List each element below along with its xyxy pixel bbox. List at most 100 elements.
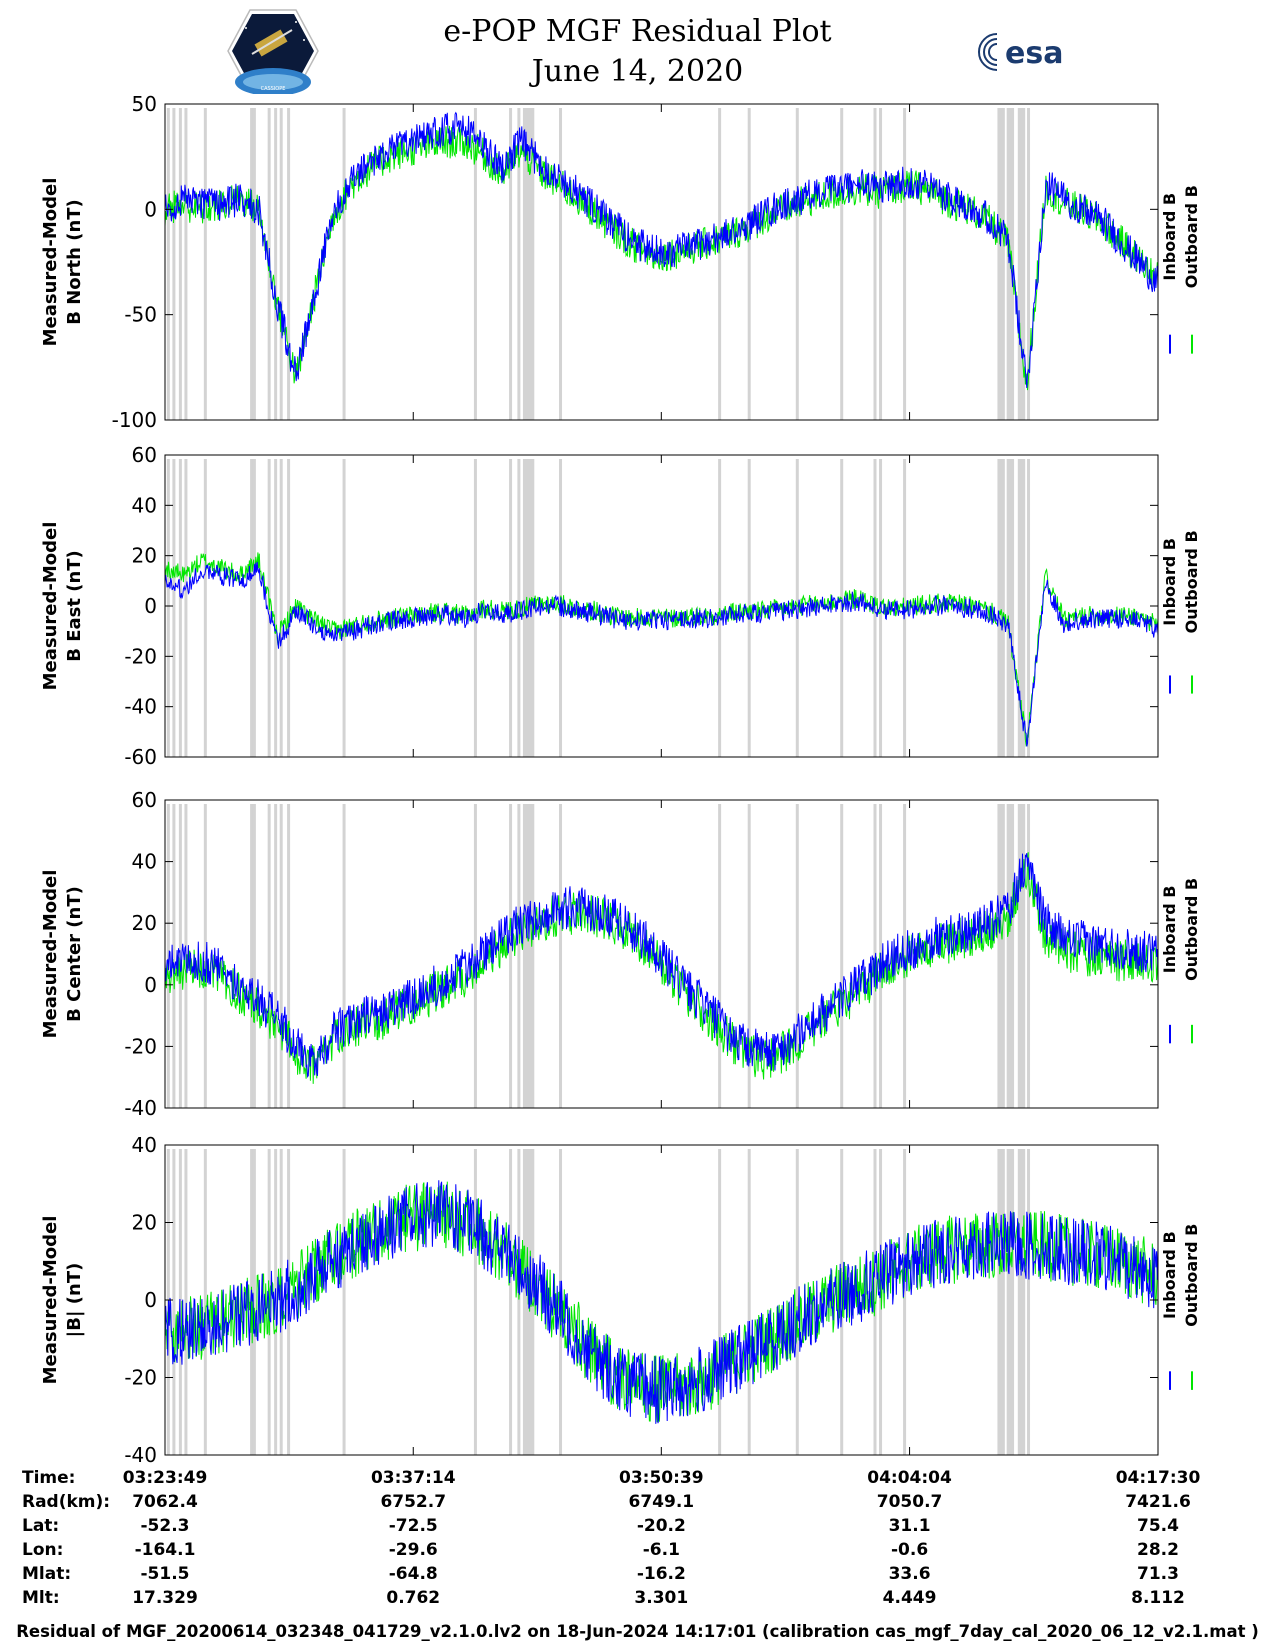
y-tick-label: -40 — [124, 1096, 157, 1120]
gap-band — [203, 459, 207, 757]
ephemeris-value: 33.6 — [888, 1564, 931, 1584]
ephemeris-value: 7421.6 — [1125, 1492, 1191, 1512]
ephemeris-row-label: Rad(km): — [22, 1492, 111, 1512]
gap-band — [274, 459, 278, 757]
ephemeris-value: 6749.1 — [628, 1492, 695, 1512]
y-axis-label: Measured-Model — [40, 522, 61, 691]
gap-band — [795, 804, 799, 1108]
gap-band — [203, 1149, 207, 1455]
ephemeris-value: 0.762 — [386, 1588, 441, 1608]
gap-band — [559, 108, 563, 420]
gap-band — [473, 459, 477, 757]
y-tick-label: 0 — [144, 1288, 157, 1312]
gap-band — [903, 108, 907, 420]
gap-band — [342, 804, 346, 1108]
gap-band — [559, 804, 563, 1108]
gap-band — [166, 459, 170, 757]
gap-band — [795, 108, 799, 420]
gap-band — [203, 108, 207, 420]
gap-band — [795, 459, 799, 757]
gap-band — [184, 459, 188, 757]
ephemeris-value: 6752.7 — [380, 1492, 447, 1512]
gap-band — [473, 1149, 477, 1455]
ephemeris-value: -64.8 — [388, 1564, 438, 1584]
ephemeris-value: -51.5 — [140, 1564, 190, 1584]
gap-band — [166, 804, 170, 1108]
y-tick-label: 40 — [132, 493, 157, 517]
gap-band — [1006, 1149, 1015, 1455]
ephemeris-row-label: Time: — [22, 1468, 76, 1488]
gap-band — [509, 804, 513, 1108]
gap-band — [531, 804, 535, 1108]
gap-band — [840, 108, 844, 420]
legend-label: Outboard B — [1182, 878, 1201, 981]
y-tick-label: 20 — [132, 911, 157, 935]
gap-band — [522, 804, 535, 1108]
gap-band — [252, 804, 256, 1108]
gap-band — [252, 1149, 256, 1455]
y-axis-label: B East (nT) — [64, 550, 85, 662]
series-line-inboard-b — [164, 111, 1159, 389]
y-axis-label: Measured-Model — [40, 870, 61, 1039]
y-axis-label: Measured-Model — [40, 178, 61, 347]
gap-band — [473, 108, 477, 420]
y-tick-label: 60 — [132, 443, 157, 467]
series-line-inboard-b — [164, 561, 1159, 747]
legend-label: Outboard B — [1182, 530, 1201, 633]
gap-band — [531, 1149, 535, 1455]
footer-caption: Residual of MGF_20200614_032348_041729_v… — [16, 1622, 1259, 1641]
ephemeris-row-label: Lat: — [22, 1516, 60, 1536]
legend-label: Inboard B — [1160, 538, 1179, 626]
gap-band — [274, 804, 278, 1108]
gap-band — [172, 459, 176, 757]
series-line-inboard-b — [164, 852, 1159, 1078]
gap-band — [718, 1149, 722, 1455]
gap-band — [250, 459, 254, 757]
y-tick-label: -100 — [112, 408, 157, 432]
gap-band — [747, 1149, 751, 1455]
ephemeris-value: 4.449 — [882, 1588, 937, 1608]
gap-band — [279, 804, 283, 1108]
gap-band — [517, 459, 521, 757]
esa-logo: esa — [978, 33, 1063, 71]
ephemeris-value: 7050.7 — [876, 1492, 943, 1512]
gap-band — [997, 1149, 1005, 1455]
panel-3: 60 40 20 0 -20 -40 Measured-Model B Center (nT)… — [40, 788, 1201, 1120]
y-tick-label: 40 — [132, 850, 157, 874]
chart-title: e-POP MGF Residual Plot — [443, 14, 832, 49]
gap-band — [903, 1149, 907, 1455]
ephemeris-value: 7062.4 — [132, 1492, 198, 1512]
y-tick-label: 0 — [144, 594, 157, 618]
legend-label: Inboard B — [1160, 193, 1179, 281]
panel-1: 50 0 -50 -100 Measured-Model B North (nT) Inbo… — [40, 92, 1201, 432]
ephemeris-value: 03:23:49 — [122, 1468, 208, 1488]
gap-band — [509, 1149, 513, 1455]
chart-subtitle-date: June 14, 2020 — [531, 54, 744, 89]
ephemeris-value: 75.4 — [1137, 1516, 1179, 1536]
ephemeris-value: -16.2 — [636, 1564, 686, 1584]
gap-band — [178, 108, 182, 420]
gap-band — [342, 108, 346, 420]
y-tick-label: -20 — [124, 1034, 157, 1058]
ephemeris-value: 3.301 — [634, 1588, 689, 1608]
gap-band — [184, 1149, 188, 1455]
ephemeris-value: 03:37:14 — [370, 1468, 456, 1488]
panel-4: 40 20 0 -20 -40 Measured-Model |B| (nT) Inboard… — [40, 1133, 1201, 1467]
gap-band — [267, 804, 271, 1108]
gap-band — [250, 804, 254, 1108]
legend-label: Outboard B — [1182, 185, 1201, 288]
ephemeris-value: -0.6 — [890, 1540, 929, 1560]
y-tick-label: -60 — [124, 745, 157, 769]
gap-band — [178, 459, 182, 757]
gap-band — [342, 459, 346, 757]
ephemeris-value: 03:50:39 — [619, 1468, 704, 1488]
gap-band — [166, 108, 170, 420]
ephemeris-value: 04:04:04 — [867, 1468, 952, 1488]
gap-band — [840, 804, 844, 1108]
gap-band — [172, 108, 176, 420]
legend-label: Inboard B — [1160, 1231, 1179, 1319]
ephemeris-value: -29.6 — [388, 1540, 438, 1560]
y-tick-label: 20 — [132, 544, 157, 568]
gap-band — [203, 804, 207, 1108]
